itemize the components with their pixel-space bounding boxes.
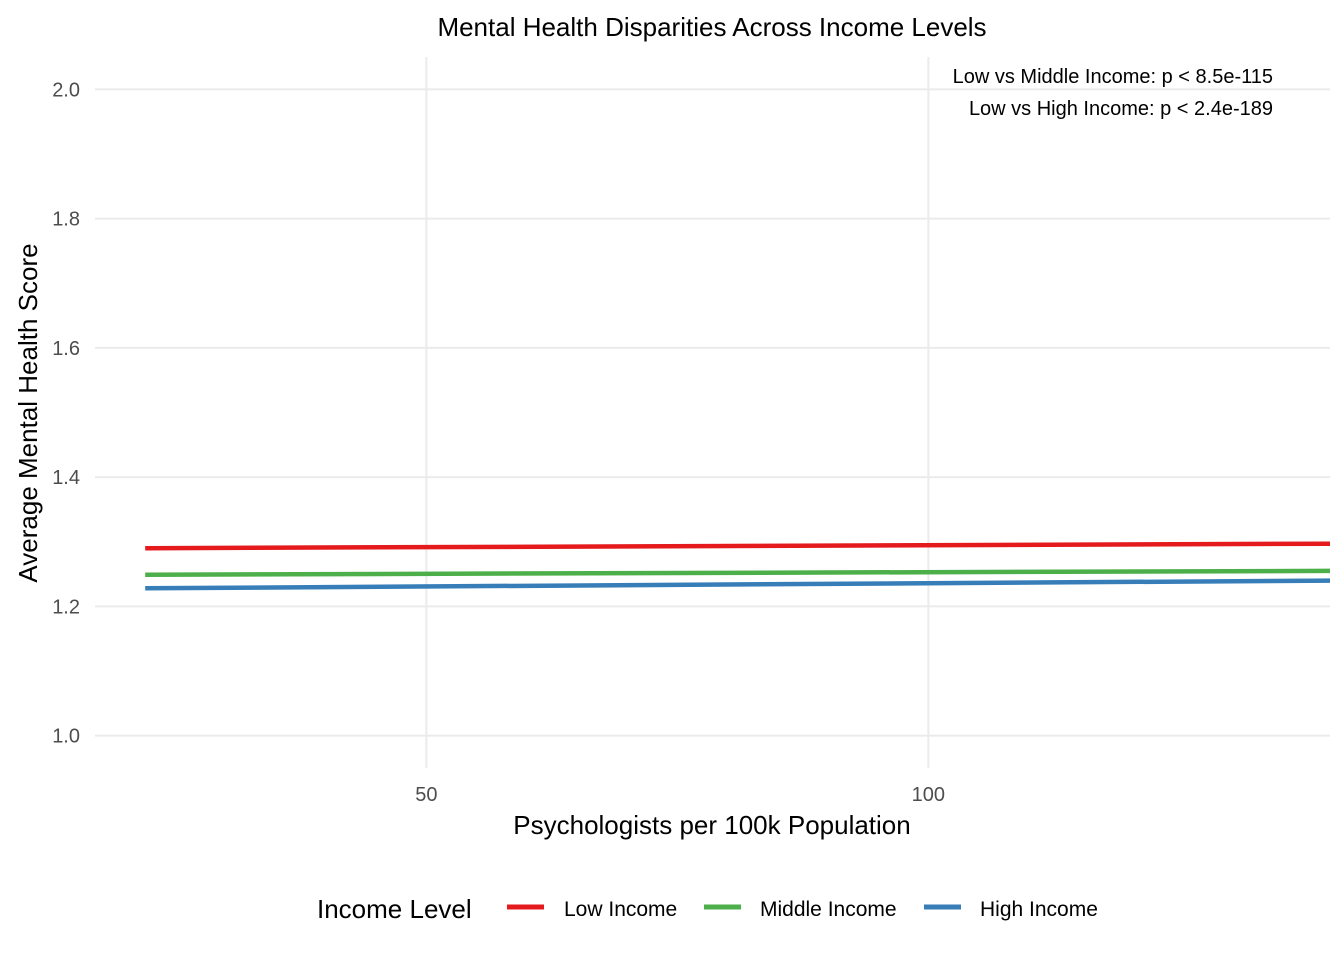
x-tick-label: 100 xyxy=(912,784,945,806)
y-tick-label: 1.2 xyxy=(52,596,80,618)
x-tick-label: 50 xyxy=(415,784,437,806)
series-lines xyxy=(145,541,1331,591)
series-line-middle-income xyxy=(145,568,1331,577)
y-axis-title: Average Mental Health Score xyxy=(13,243,43,582)
y-tick-label: 1.6 xyxy=(52,338,80,360)
legend-title: Income Level xyxy=(317,894,472,924)
y-tick-label: 1.8 xyxy=(52,209,80,231)
series-line-low-income xyxy=(145,541,1331,551)
series-line-high-income xyxy=(145,578,1331,591)
y-tick-label: 2.0 xyxy=(52,79,80,101)
grid-lines xyxy=(95,57,1330,768)
legend: Income Level Low Income Middle Income High… xyxy=(317,894,1098,924)
annotation-low-vs-middle: Low vs Middle Income: p < 8.5e-115 xyxy=(953,66,1273,88)
y-tick-label: 1.0 xyxy=(52,726,80,748)
y-tick-label: 1.4 xyxy=(52,467,80,489)
legend-label-high-income: High Income xyxy=(980,898,1098,921)
annotation-low-vs-high: Low vs High Income: p < 2.4e-189 xyxy=(969,98,1273,120)
legend-label-middle-income: Middle Income xyxy=(760,898,897,921)
chart-title: Mental Health Disparities Across Income … xyxy=(437,12,986,42)
x-axis-ticks: 50 100 xyxy=(415,784,945,806)
legend-label-low-income: Low Income xyxy=(564,898,677,921)
y-axis-ticks: 1.0 1.2 1.4 1.6 1.8 2.0 xyxy=(52,79,80,747)
x-axis-title: Psychologists per 100k Population xyxy=(513,810,910,840)
